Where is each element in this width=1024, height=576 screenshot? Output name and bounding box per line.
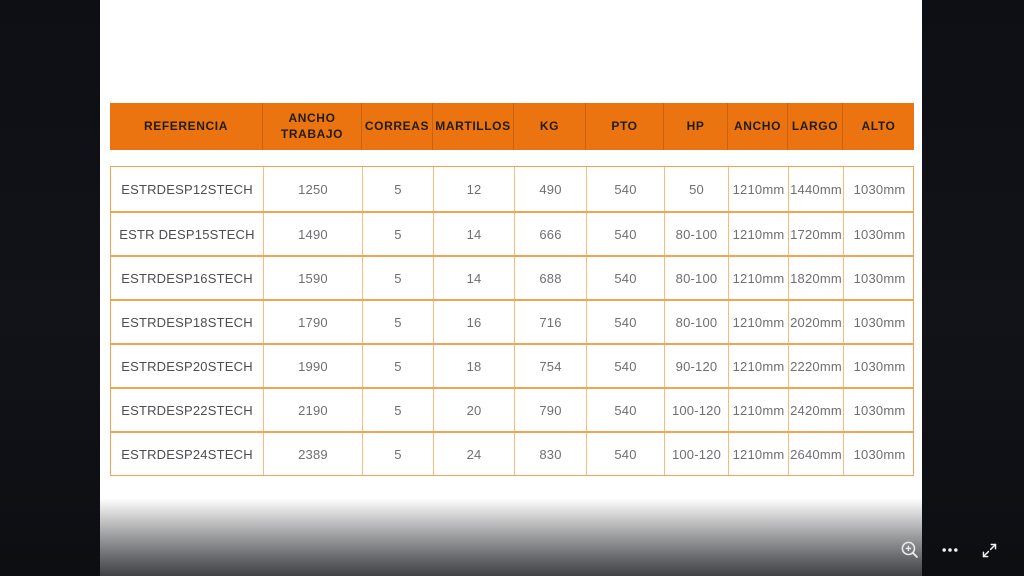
table-cell: 5 [362, 433, 433, 475]
document-page: REFERENCIA ANCHO TRABAJO CORREAS MARTILLOS K… [100, 0, 922, 576]
table-cell: 790 [514, 389, 586, 431]
table-cell: 2220mm [788, 345, 843, 387]
zoom-in-button[interactable] [897, 537, 923, 563]
table-cell: 5 [362, 345, 433, 387]
table-cell: 1030mm [843, 257, 915, 299]
table-cell: 14 [433, 213, 514, 255]
table-cell: 540 [586, 257, 664, 299]
table-cell: 16 [433, 301, 514, 343]
table-row: ESTRDESP20STECH 1990 5 18 754 540 90-120 1210mm… [111, 343, 913, 387]
table-cell: 1250 [263, 167, 362, 211]
table-cell: 540 [586, 389, 664, 431]
table-cell: 18 [433, 345, 514, 387]
table-cell: 1210mm [728, 433, 788, 475]
header-cell-hp: HP [663, 103, 727, 150]
cell-referencia: ESTRDESP24STECH [121, 446, 253, 462]
table-cell: 1030mm [843, 301, 915, 343]
table-cell: 5 [362, 167, 433, 211]
table-cell: 2640mm [788, 433, 843, 475]
table-cell: 2389 [263, 433, 362, 475]
header-cell-largo: LARGO [787, 103, 842, 150]
page-bottom-fade [100, 498, 922, 576]
table-cell: 1490 [263, 213, 362, 255]
table-cell: 14 [433, 257, 514, 299]
table-cell: 1990 [263, 345, 362, 387]
spec-table: REFERENCIA ANCHO TRABAJO CORREAS MARTILLOS K… [110, 103, 914, 476]
table-cell: 1210mm [728, 345, 788, 387]
table-cell: 80-100 [664, 301, 728, 343]
table-cell: 50 [664, 167, 728, 211]
expand-arrows-icon [981, 542, 998, 559]
table-cell: 90-120 [664, 345, 728, 387]
table-body: ESTRDESP12STECH 1250 5 12 490 540 50 1210mm 1440… [110, 166, 914, 476]
table-cell: 24 [433, 433, 514, 475]
header-cell-correas: CORREAS [361, 103, 432, 150]
header-cell-pto: PTO [585, 103, 663, 150]
table-cell: 1720mm [788, 213, 843, 255]
table-cell: 490 [514, 167, 586, 211]
cell-referencia: ESTR DESP15STECH [119, 226, 255, 242]
cell-referencia: ESTRDESP12STECH [121, 181, 253, 197]
table-cell: 100-120 [664, 433, 728, 475]
table-cell: 5 [362, 257, 433, 299]
table-row: ESTR DESP15STECH 1490 5 14 666 540 80-100 1210m… [111, 211, 913, 255]
table-cell: 716 [514, 301, 586, 343]
table-row: ESTRDESP22STECH 2190 5 20 790 540 100-120 1210m… [111, 387, 913, 431]
table-cell: 1030mm [843, 213, 915, 255]
table-cell: 1210mm [728, 167, 788, 211]
table-cell: 666 [514, 213, 586, 255]
table-row: ESTRDESP18STECH 1790 5 16 716 540 80-100 1210mm… [111, 299, 913, 343]
header-cell-ancho-trabajo: ANCHO TRABAJO [262, 103, 361, 150]
header-cell-martillos: MARTILLOS [432, 103, 513, 150]
header-cell-referencia: REFERENCIA [143, 118, 228, 133]
cell-referencia: ESTRDESP16STECH [121, 270, 253, 286]
table-cell: 20 [433, 389, 514, 431]
table-row: ESTRDESP24STECH 2389 5 24 830 540 100-120 1210m… [111, 431, 913, 475]
table-cell: 1030mm [843, 389, 915, 431]
table-cell: 1820mm [788, 257, 843, 299]
cell-referencia: ESTRDESP22STECH [121, 402, 253, 418]
table-cell: 1210mm [728, 257, 788, 299]
table-cell: 100-120 [664, 389, 728, 431]
table-cell: 1440mm [788, 167, 843, 211]
table-cell: 1790 [263, 301, 362, 343]
table-row: ESTRDESP16STECH 1590 5 14 688 540 80-100 1210mm… [111, 255, 913, 299]
table-cell: 2420mm [788, 389, 843, 431]
table-cell: 1030mm [843, 345, 915, 387]
table-cell: 830 [514, 433, 586, 475]
table-cell: 2190 [263, 389, 362, 431]
ellipsis-icon [940, 540, 960, 560]
header-cell-alto: ALTO [842, 103, 914, 150]
table-cell: 5 [362, 389, 433, 431]
table-cell: 1590 [263, 257, 362, 299]
table-cell: 540 [586, 301, 664, 343]
table-cell: 5 [362, 301, 433, 343]
table-cell: 5 [362, 213, 433, 255]
table-cell: 80-100 [664, 213, 728, 255]
fullscreen-button[interactable] [976, 537, 1002, 563]
cell-referencia: ESTRDESP18STECH [121, 314, 253, 330]
table-cell: 540 [586, 345, 664, 387]
table-cell: 688 [514, 257, 586, 299]
header-cell-ancho: ANCHO [727, 103, 787, 150]
table-cell: 1210mm [728, 213, 788, 255]
table-cell: 754 [514, 345, 586, 387]
table-cell: 1210mm [728, 389, 788, 431]
magnifier-plus-icon [899, 539, 921, 561]
table-cell: 540 [586, 167, 664, 211]
header-cell-kg: KG [513, 103, 585, 150]
table-header-row: REFERENCIA ANCHO TRABAJO CORREAS MARTILLOS K… [110, 103, 914, 150]
table-cell: 1030mm [843, 167, 915, 211]
table-cell: 12 [433, 167, 514, 211]
table-cell: 1210mm [728, 301, 788, 343]
more-options-button[interactable] [937, 537, 963, 563]
table-cell: 1030mm [843, 433, 915, 475]
table-row: ESTRDESP12STECH 1250 5 12 490 540 50 1210mm 1440… [111, 167, 913, 211]
table-cell: 540 [586, 213, 664, 255]
table-cell: 540 [586, 433, 664, 475]
table-cell: 2020mm [788, 301, 843, 343]
cell-referencia: ESTRDESP20STECH [121, 358, 253, 374]
table-cell: 80-100 [664, 257, 728, 299]
